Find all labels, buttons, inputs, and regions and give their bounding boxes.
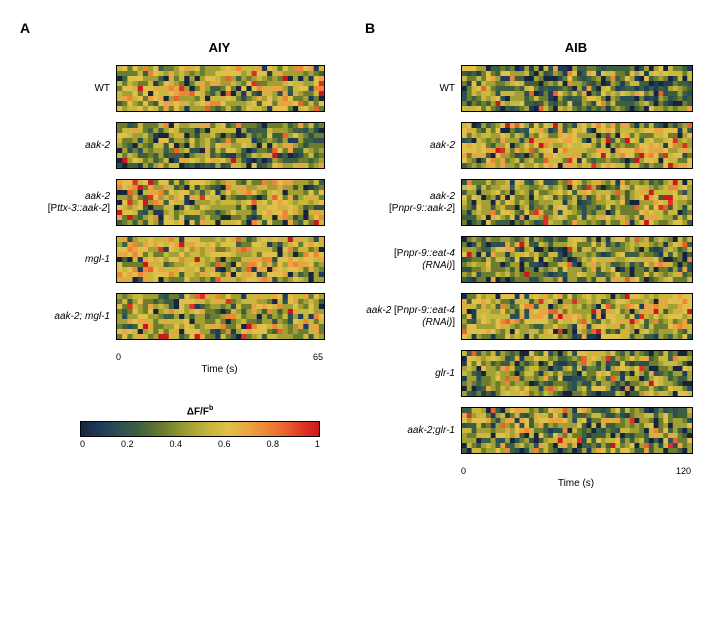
colorbar-tick: 0.4 <box>169 439 182 449</box>
colorbar-tick: 0.6 <box>218 439 231 449</box>
heatmap <box>461 122 693 169</box>
colorbar-tick: 0.8 <box>266 439 279 449</box>
colorbar-tick: 0.2 <box>121 439 134 449</box>
heatmap-label: [Pnpr-9::eat-4(RNAi)] <box>365 248 461 272</box>
heatmap <box>461 350 693 397</box>
heatmap-label: aak-2 <box>365 140 461 152</box>
panel-b-title: AIB <box>461 40 691 55</box>
panel-b: B AIB WTaak-2aak-2[Pnpr-9::aak-2][Pnpr-9… <box>365 20 693 489</box>
heatmap <box>461 65 693 112</box>
heatmap-block: aak-2 <box>20 122 325 169</box>
colorbar-tick: 0 <box>80 439 85 449</box>
heatmap-block: aak-2 <box>365 122 693 169</box>
heatmap-block: [Pnpr-9::eat-4(RNAi)] <box>365 236 693 283</box>
heatmap-block: WT <box>365 65 693 112</box>
panel-b-xlabel: Time (s) <box>461 478 691 489</box>
heatmap-block: aak-2;glr-1 <box>365 407 693 454</box>
heatmap-block: glr-1 <box>365 350 693 397</box>
panel-b-letter: B <box>365 20 693 36</box>
heatmap <box>461 293 693 340</box>
panel-a: A AIY WTaak-2aak-2[Pttx-3::aak-2]mgl-1aa… <box>20 20 325 489</box>
heatmap <box>116 179 325 226</box>
heatmap <box>116 236 325 283</box>
heatmap-label: WT <box>365 83 461 95</box>
heatmap-block: aak-2[Pnpr-9::aak-2] <box>365 179 693 226</box>
panel-b-xaxis: 0 120 <box>461 466 691 476</box>
xaxis-min: 0 <box>461 466 466 476</box>
colorbar <box>80 421 320 437</box>
heatmap-label: aak-2 [Pnpr-9::eat-4(RNAi)] <box>365 305 461 329</box>
colorbar-title: ΔF/Fb <box>80 405 320 417</box>
heatmap-label: WT <box>20 83 116 95</box>
colorbar-section: ΔF/Fb 0 0.2 0.4 0.6 0.8 1 <box>80 405 320 449</box>
heatmap-label: glr-1 <box>365 368 461 380</box>
heatmap-block: mgl-1 <box>20 236 325 283</box>
xaxis-max: 120 <box>676 466 691 476</box>
xaxis-max: 65 <box>313 352 323 362</box>
panel-b-heatmaps: WTaak-2aak-2[Pnpr-9::aak-2][Pnpr-9::eat-… <box>365 65 693 464</box>
heatmap-label: mgl-1 <box>20 254 116 266</box>
panel-a-letter: A <box>20 20 325 36</box>
panel-a-heatmaps: WTaak-2aak-2[Pttx-3::aak-2]mgl-1aak-2; m… <box>20 65 325 350</box>
heatmap-label: aak-2[Pnpr-9::aak-2] <box>365 191 461 215</box>
heatmap <box>461 236 693 283</box>
panel-a-title: AIY <box>116 40 323 55</box>
panel-a-xlabel: Time (s) <box>116 364 323 375</box>
heatmap <box>461 179 693 226</box>
heatmap-label: aak-2[Pttx-3::aak-2] <box>20 191 116 215</box>
heatmap-block: WT <box>20 65 325 112</box>
panel-a-xaxis: 0 65 <box>116 352 323 362</box>
heatmap <box>461 407 693 454</box>
colorbar-tick: 1 <box>315 439 320 449</box>
heatmap <box>116 293 325 340</box>
heatmap <box>116 122 325 169</box>
heatmap-label: aak-2 <box>20 140 116 152</box>
heatmap-label: aak-2; mgl-1 <box>20 311 116 323</box>
heatmap-block: aak-2[Pttx-3::aak-2] <box>20 179 325 226</box>
heatmap <box>116 65 325 112</box>
heatmap-block: aak-2 [Pnpr-9::eat-4(RNAi)] <box>365 293 693 340</box>
figure: A AIY WTaak-2aak-2[Pttx-3::aak-2]mgl-1aa… <box>20 20 685 489</box>
heatmap-label: aak-2;glr-1 <box>365 425 461 437</box>
colorbar-ticks: 0 0.2 0.4 0.6 0.8 1 <box>80 439 320 449</box>
heatmap-block: aak-2; mgl-1 <box>20 293 325 340</box>
xaxis-min: 0 <box>116 352 121 362</box>
